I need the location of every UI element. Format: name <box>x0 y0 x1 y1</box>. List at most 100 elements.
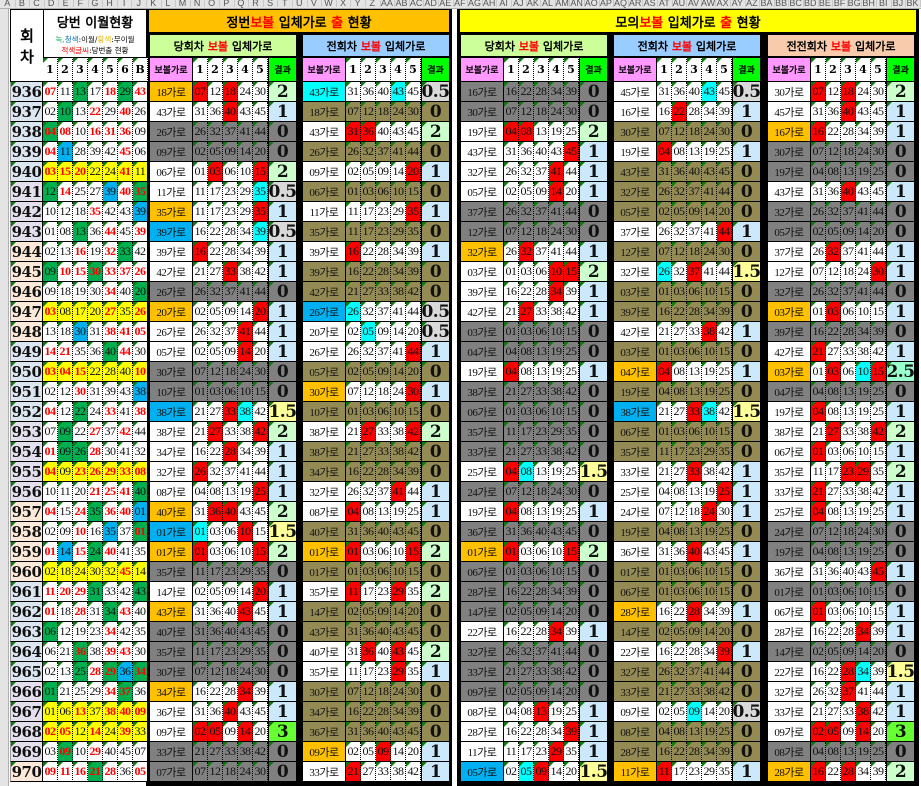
garo-number-cell[interactable]: 02 <box>504 682 519 702</box>
result-cell[interactable]: 1 <box>886 302 915 322</box>
garo-label-cell[interactable]: 11가로 <box>302 202 346 222</box>
draw-number-cell[interactable]: 19 <box>88 242 103 262</box>
draw-number-cell[interactable]: 10 <box>133 362 148 382</box>
garo-number-cell[interactable]: 43 <box>702 82 717 102</box>
garo-number-cell[interactable]: 02 <box>346 322 361 342</box>
garo-number-cell[interactable]: 04 <box>346 502 361 522</box>
garo-number-cell[interactable]: 07 <box>811 142 826 162</box>
garo-number-cell[interactable]: 37 <box>376 342 391 362</box>
draw-number-cell[interactable]: 35 <box>73 342 88 362</box>
garo-number-cell[interactable]: 33 <box>687 462 702 482</box>
draw-number-cell[interactable]: 35 <box>88 202 103 222</box>
draw-number-cell[interactable]: 39 <box>133 202 148 222</box>
garo-number-cell[interactable]: 42 <box>253 262 268 282</box>
garo-label-cell[interactable]: 38가로 <box>302 442 346 462</box>
garo-number-cell[interactable]: 12 <box>672 242 687 262</box>
garo-number-cell[interactable]: 12 <box>826 142 841 162</box>
garo-number-cell[interactable]: 33 <box>687 322 702 342</box>
result-cell[interactable]: 1 <box>886 502 915 522</box>
garo-number-cell[interactable]: 24 <box>702 122 717 142</box>
result-cell[interactable]: 1 <box>579 182 608 202</box>
round-number[interactable]: 952 <box>10 402 44 422</box>
garo-number-cell[interactable]: 09 <box>841 722 856 742</box>
garo-number-cell[interactable]: 07 <box>657 242 672 262</box>
garo-label-cell[interactable]: 33가로 <box>767 482 811 502</box>
draw-number-cell[interactable]: 16 <box>88 522 103 542</box>
garo-number-cell[interactable]: 03 <box>672 562 687 582</box>
garo-number-cell[interactable]: 28 <box>534 582 549 602</box>
draw-number-cell[interactable]: 38 <box>88 642 103 662</box>
garo-number-cell[interactable]: 25 <box>717 362 732 382</box>
draw-number-cell[interactable]: 31 <box>88 582 103 602</box>
garo-number-cell[interactable]: 29 <box>549 422 564 442</box>
result-cell[interactable]: 0 <box>886 282 915 302</box>
garo-number-cell[interactable]: 28 <box>687 102 702 122</box>
garo-number-cell[interactable]: 22 <box>826 622 841 642</box>
garo-number-cell[interactable]: 06 <box>687 282 702 302</box>
garo-number-cell[interactable]: 19 <box>549 502 564 522</box>
garo-number-cell[interactable]: 01 <box>346 542 361 562</box>
garo-label-cell[interactable]: 24가로 <box>460 482 504 502</box>
garo-number-cell[interactable]: 19 <box>856 502 871 522</box>
draw-number-cell[interactable]: 05 <box>133 322 148 342</box>
garo-number-cell[interactable]: 42 <box>871 342 886 362</box>
garo-number-cell[interactable]: 15 <box>717 582 732 602</box>
column-letter[interactable]: AG <box>467 0 483 8</box>
result-cell[interactable]: 0 <box>421 622 450 642</box>
result-cell[interactable]: 1 <box>579 162 608 182</box>
garo-number-cell[interactable]: 41 <box>549 642 564 662</box>
draw-number-cell[interactable]: 30 <box>88 282 103 302</box>
garo-number-cell[interactable]: 06 <box>376 182 391 202</box>
garo-number-cell[interactable]: 01 <box>811 362 826 382</box>
garo-number-cell[interactable]: 21 <box>657 682 672 702</box>
garo-number-cell[interactable]: 34 <box>549 622 564 642</box>
garo-label-cell[interactable]: 26가로 <box>302 142 346 162</box>
garo-number-cell[interactable]: 17 <box>361 222 376 242</box>
result-cell[interactable]: 1 <box>886 262 915 282</box>
result-cell[interactable]: 2 <box>421 422 450 442</box>
garo-number-cell[interactable]: 34 <box>549 722 564 742</box>
garo-number-cell[interactable]: 16 <box>811 662 826 682</box>
garo-number-cell[interactable]: 09 <box>534 762 549 782</box>
garo-number-cell[interactable]: 18 <box>841 262 856 282</box>
garo-number-cell[interactable]: 14 <box>549 602 564 622</box>
garo-label-cell[interactable]: 08가로 <box>460 702 504 722</box>
garo-number-cell[interactable]: 06 <box>534 402 549 422</box>
result-cell[interactable]: 0 <box>421 702 450 722</box>
garo-number-cell[interactable]: 14 <box>856 722 871 742</box>
garo-number-cell[interactable]: 26 <box>193 462 208 482</box>
result-cell[interactable]: 1.5 <box>268 402 297 422</box>
garo-label-cell[interactable]: 42가로 <box>767 342 811 362</box>
garo-number-cell[interactable]: 03 <box>672 422 687 442</box>
column-letter[interactable]: R <box>248 0 264 8</box>
garo-number-cell[interactable]: 18 <box>376 102 391 122</box>
garo-number-cell[interactable]: 20 <box>406 322 421 342</box>
garo-label-cell[interactable]: 35가로 <box>613 442 657 462</box>
garo-number-cell[interactable]: 21 <box>504 662 519 682</box>
garo-number-cell[interactable]: 25 <box>564 362 579 382</box>
draw-number-cell[interactable]: 42 <box>103 202 118 222</box>
garo-label-cell[interactable]: 43가로 <box>149 602 193 622</box>
garo-label-cell[interactable]: 30가로 <box>767 82 811 102</box>
garo-number-cell[interactable]: 10 <box>702 422 717 442</box>
garo-number-cell[interactable]: 30 <box>253 82 268 102</box>
garo-number-cell[interactable]: 16 <box>657 602 672 622</box>
garo-number-cell[interactable]: 27 <box>826 482 841 502</box>
garo-label-cell[interactable]: 43가로 <box>302 122 346 142</box>
garo-number-cell[interactable]: 42 <box>564 302 579 322</box>
garo-number-cell[interactable]: 43 <box>391 122 406 142</box>
result-cell[interactable]: 0 <box>732 342 761 362</box>
garo-label-cell[interactable]: 06가로 <box>613 582 657 602</box>
garo-number-cell[interactable]: 09 <box>376 742 391 762</box>
garo-number-cell[interactable]: 30 <box>564 482 579 502</box>
garo-number-cell[interactable]: 40 <box>223 502 238 522</box>
draw-number-cell[interactable]: 35 <box>133 542 148 562</box>
garo-number-cell[interactable]: 25 <box>717 522 732 542</box>
garo-number-cell[interactable]: 08 <box>672 382 687 402</box>
garo-number-cell[interactable]: 36 <box>208 622 223 642</box>
garo-number-cell[interactable]: 27 <box>361 282 376 302</box>
round-number[interactable]: 950 <box>10 362 44 382</box>
draw-number-cell[interactable]: 27 <box>103 302 118 322</box>
garo-number-cell[interactable]: 12 <box>361 682 376 702</box>
garo-number-cell[interactable]: 33 <box>841 422 856 442</box>
